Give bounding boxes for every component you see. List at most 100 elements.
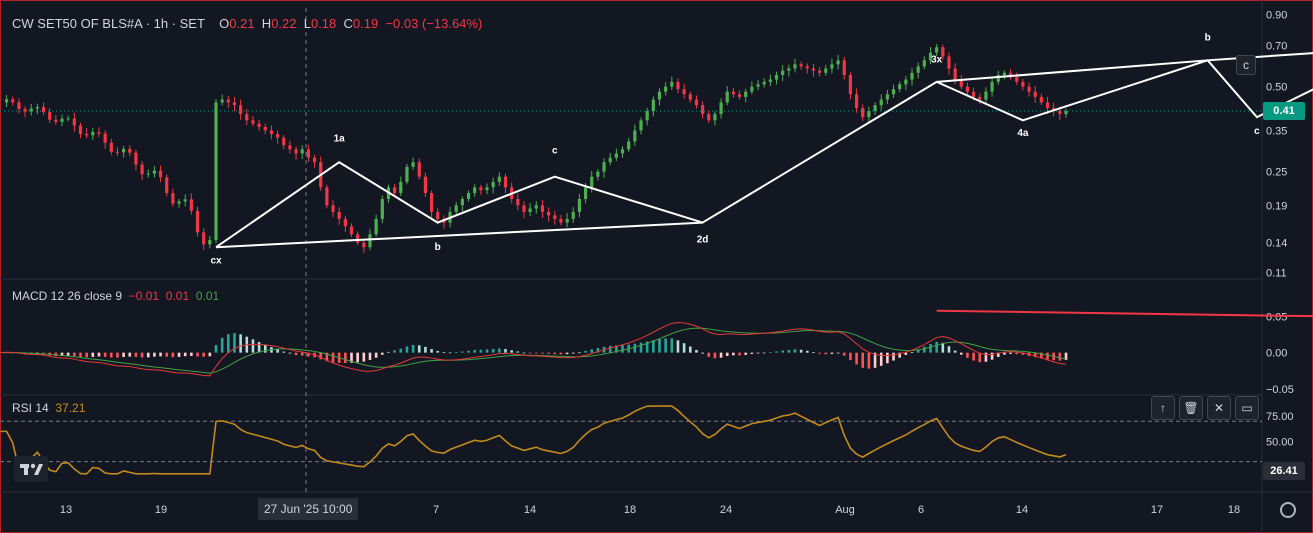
macd-histogram-bar <box>855 352 858 365</box>
price-axis-tick-label: 0.14 <box>1266 238 1287 250</box>
wave-label: c <box>552 145 558 156</box>
candle-body <box>676 81 680 90</box>
candle-body <box>23 108 27 112</box>
candle-body <box>565 218 569 223</box>
candle-body <box>1039 96 1043 103</box>
macd-histogram-bar <box>467 350 470 353</box>
candle-body <box>399 181 403 194</box>
macd-histogram-bar <box>744 352 748 355</box>
delete-pane-button[interactable]: 🗑 <box>1179 396 1203 420</box>
macd-histogram-bar <box>688 346 692 353</box>
candle-body <box>479 187 483 191</box>
ohlc-low-key: L <box>303 16 311 31</box>
macd-histogram-bar <box>202 352 205 357</box>
macd-histogram-bar <box>491 348 495 353</box>
macd-label: MACD 12 26 close 9 <box>12 289 123 303</box>
macd-histogram-bar <box>165 352 169 357</box>
macd-histogram-bar <box>128 352 132 357</box>
macd-histogram-bar <box>220 337 224 353</box>
candle-body <box>54 119 58 122</box>
candle-body <box>374 218 378 235</box>
candle-body <box>633 130 637 142</box>
macd-histogram-bar <box>676 340 680 353</box>
time-axis-tick-label: 14 <box>1016 504 1028 516</box>
candle-body <box>48 112 52 120</box>
macd-histogram-bar <box>294 352 298 356</box>
macd-histogram-bar <box>257 342 261 353</box>
candle-body <box>861 108 865 118</box>
candle-body <box>978 96 982 100</box>
candle-body <box>707 114 711 121</box>
rsi-legend[interactable]: RSI 14 37.21 <box>12 401 85 415</box>
macd-histogram-bar <box>904 352 908 355</box>
macd-histogram-bar <box>1021 352 1025 355</box>
rsi-line <box>0 405 1067 475</box>
settings-gear-icon[interactable] <box>1280 502 1296 518</box>
macd-histogram-bar <box>485 349 489 353</box>
macd-histogram-bar <box>596 348 600 353</box>
trend-line <box>936 59 1208 83</box>
candle-body <box>848 74 853 95</box>
candle-body <box>1045 102 1050 109</box>
macd-histogram-bar <box>344 352 347 363</box>
symbol-title[interactable]: CW SET50 OF BLS#A · 1h · SET <box>12 16 205 31</box>
candle-body <box>577 199 582 212</box>
macd-histogram-bar <box>1015 352 1019 355</box>
macd-histogram-bar <box>153 352 156 357</box>
macd-histogram-bar <box>707 352 711 357</box>
candle-body <box>331 205 335 212</box>
candle-body <box>239 105 243 115</box>
candle-body <box>571 211 575 219</box>
macd-histogram-bar <box>448 352 452 354</box>
macd-histogram-bar <box>331 352 335 363</box>
move-pane-up-button[interactable]: ↑ <box>1151 396 1175 420</box>
macd-histogram-bar <box>399 348 403 353</box>
macd-histogram-bar <box>196 352 199 357</box>
macd-histogram-bar <box>873 352 877 368</box>
macd-histogram-bar <box>140 352 144 358</box>
macd-histogram-bar <box>608 345 612 353</box>
macd-histogram-bar <box>652 340 655 353</box>
candle-body <box>356 234 360 243</box>
macd-histogram-bar <box>356 352 359 363</box>
candle-body <box>774 74 779 80</box>
collapse-pane-button[interactable]: ✕ <box>1207 396 1231 420</box>
macd-histogram-bar <box>670 338 674 353</box>
macd-histogram-bar <box>1058 352 1062 361</box>
candle-body <box>411 162 415 167</box>
macd-histogram-bar <box>393 350 396 353</box>
candle-body <box>152 170 157 174</box>
macd-histogram-bar <box>565 352 569 355</box>
candle-body <box>405 166 409 182</box>
candle-body <box>547 211 551 216</box>
candle-body <box>737 94 742 97</box>
macd-histogram-bar <box>534 352 538 354</box>
trend-line <box>1207 52 1313 62</box>
macd-histogram-bar <box>190 352 193 356</box>
candle-body <box>1064 111 1068 115</box>
maximize-pane-button[interactable]: ▭ <box>1235 396 1259 420</box>
macd-histogram-bar <box>725 352 729 356</box>
candle-body <box>183 199 187 202</box>
macd-legend[interactable]: MACD 12 26 close 9 −0.01 0.01 0.01 <box>12 289 219 303</box>
candle-body <box>103 133 107 143</box>
candle-body <box>282 137 286 146</box>
candle-body <box>657 91 662 100</box>
macd-histogram-bar <box>79 352 82 357</box>
macd-histogram-bar <box>1046 352 1049 360</box>
candle-body <box>35 107 39 109</box>
scale-mode-button[interactable]: c <box>1236 55 1256 75</box>
macd-histogram-bar <box>824 352 828 355</box>
candle-body <box>134 152 138 165</box>
candle-body <box>78 125 83 134</box>
tradingview-logo-icon[interactable] <box>14 456 48 482</box>
candle-body <box>115 151 120 153</box>
arrow-up-icon: ↑ <box>1160 401 1166 415</box>
macd-histogram-bar <box>479 349 483 353</box>
candle-body <box>781 70 785 75</box>
candle-body <box>165 177 169 194</box>
candle-body <box>916 66 920 73</box>
candle-body <box>343 218 347 227</box>
candle-body <box>171 193 175 204</box>
